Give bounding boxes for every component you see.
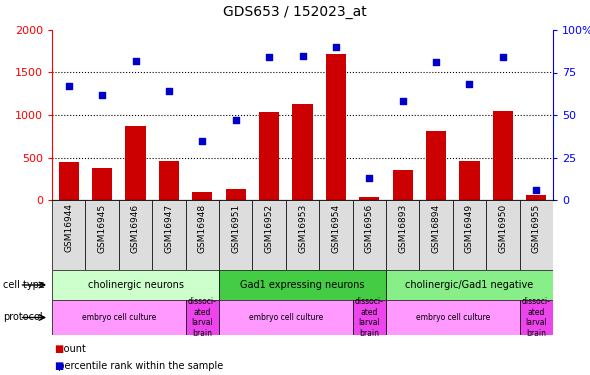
Text: GSM16951: GSM16951 — [231, 204, 240, 253]
Text: cholinergic/Gad1 negative: cholinergic/Gad1 negative — [405, 280, 533, 290]
Bar — [119, 200, 152, 270]
Bar — [219, 200, 253, 270]
Text: ■: ■ — [54, 344, 63, 354]
Bar — [52, 200, 86, 270]
Text: GSM16954: GSM16954 — [332, 204, 340, 253]
Bar — [493, 111, 513, 200]
Bar — [426, 131, 446, 200]
Text: cell type: cell type — [3, 280, 45, 290]
Bar — [126, 126, 146, 200]
Bar — [159, 161, 179, 200]
Bar — [353, 300, 386, 335]
Bar — [293, 104, 313, 200]
Point — [131, 58, 140, 64]
Bar — [386, 200, 419, 270]
Text: GSM16956: GSM16956 — [365, 204, 374, 253]
Bar — [219, 270, 386, 300]
Text: GSM16893: GSM16893 — [398, 204, 407, 253]
Bar — [219, 300, 353, 335]
Text: embryo cell culture: embryo cell culture — [248, 313, 323, 322]
Point — [431, 59, 441, 65]
Bar — [393, 170, 413, 200]
Bar — [326, 54, 346, 200]
Text: cholinergic neurons: cholinergic neurons — [87, 280, 183, 290]
Point — [465, 81, 474, 87]
Text: GSM16944: GSM16944 — [64, 204, 73, 252]
Bar — [386, 300, 520, 335]
Bar — [226, 189, 245, 200]
Bar — [520, 300, 553, 335]
Bar — [52, 270, 219, 300]
Text: GDS653 / 152023_at: GDS653 / 152023_at — [223, 5, 367, 19]
Text: dissoci-
ated
larval
brain: dissoci- ated larval brain — [188, 297, 217, 338]
Text: count: count — [52, 344, 86, 354]
Text: GSM16950: GSM16950 — [499, 204, 507, 253]
Text: GSM16946: GSM16946 — [131, 204, 140, 253]
Bar — [353, 200, 386, 270]
Point — [198, 138, 207, 144]
Text: Gad1 expressing neurons: Gad1 expressing neurons — [240, 280, 365, 290]
Text: GSM16948: GSM16948 — [198, 204, 207, 253]
Point — [365, 175, 374, 181]
Bar — [192, 192, 212, 200]
Text: embryo cell culture: embryo cell culture — [81, 313, 156, 322]
Bar — [286, 200, 319, 270]
Bar — [186, 300, 219, 335]
Text: dissoci-
ated
larval
brain: dissoci- ated larval brain — [522, 297, 550, 338]
Bar — [520, 200, 553, 270]
Point — [97, 92, 107, 98]
Bar — [152, 200, 186, 270]
Point — [298, 53, 307, 58]
Point — [532, 187, 541, 193]
Text: GSM16955: GSM16955 — [532, 204, 541, 253]
Bar — [359, 198, 379, 200]
Point — [231, 117, 240, 123]
Point — [164, 88, 173, 94]
Bar — [86, 200, 119, 270]
Bar — [259, 112, 279, 200]
Bar — [453, 200, 486, 270]
Text: dissoci-
ated
larval
brain: dissoci- ated larval brain — [355, 297, 384, 338]
Point — [398, 98, 408, 104]
Text: GSM16894: GSM16894 — [432, 204, 441, 253]
Text: percentile rank within the sample: percentile rank within the sample — [52, 361, 223, 370]
Text: GSM16945: GSM16945 — [97, 204, 107, 253]
Point — [64, 83, 73, 89]
Bar — [419, 200, 453, 270]
Bar — [526, 195, 546, 200]
Bar — [460, 161, 480, 200]
Text: protocol: protocol — [3, 312, 42, 322]
Bar — [52, 300, 186, 335]
Bar — [386, 270, 553, 300]
Point — [264, 54, 274, 60]
Text: GSM16953: GSM16953 — [298, 204, 307, 253]
Text: GSM16949: GSM16949 — [465, 204, 474, 253]
Text: ■: ■ — [54, 361, 63, 370]
Bar — [58, 162, 78, 200]
Point — [498, 54, 507, 60]
Bar — [186, 200, 219, 270]
Bar — [92, 168, 112, 200]
Text: embryo cell culture: embryo cell culture — [416, 313, 490, 322]
Point — [331, 44, 340, 50]
Bar — [319, 200, 353, 270]
Text: GSM16952: GSM16952 — [264, 204, 274, 253]
Text: GSM16947: GSM16947 — [165, 204, 173, 253]
Bar — [486, 200, 520, 270]
Bar — [253, 200, 286, 270]
